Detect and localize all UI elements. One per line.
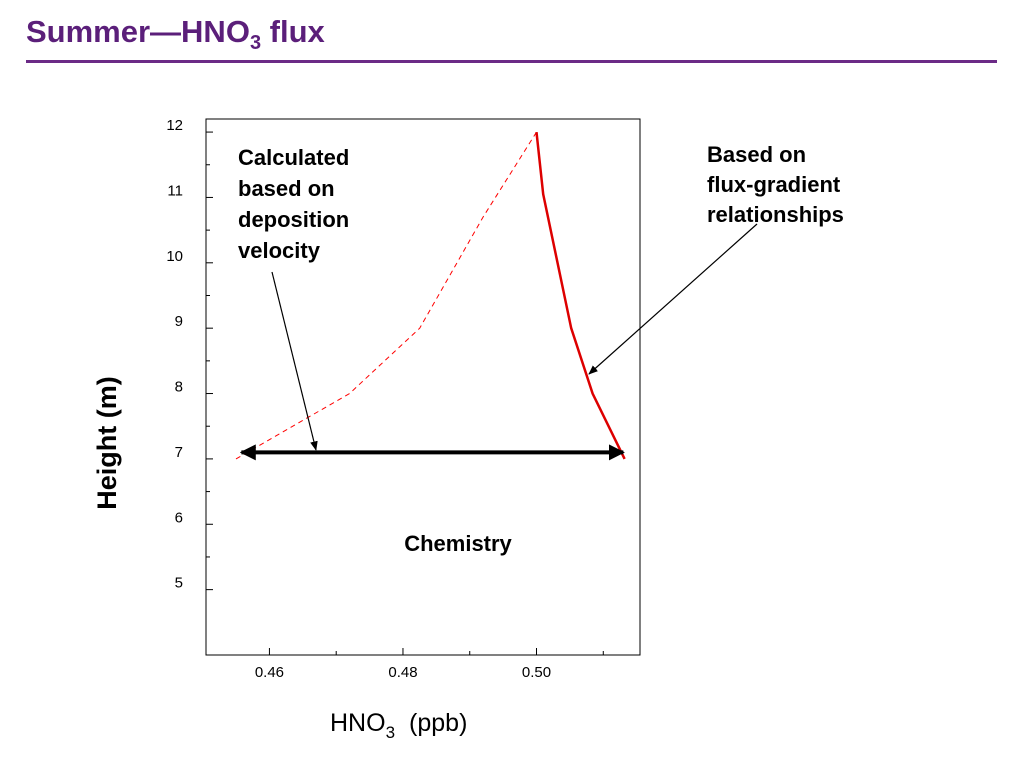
annotation-calculated-line-2: based on	[238, 176, 335, 201]
y-tick-label: 11	[167, 182, 183, 199]
x-axis-label-subscript: 3	[386, 723, 395, 742]
annotation-calculated-line-4: velocity	[238, 238, 321, 263]
annotation-flux-line-2: flux-gradient	[707, 172, 841, 197]
annotation-flux-line-1: Based on	[707, 142, 806, 167]
y-tick-label: 6	[175, 509, 183, 526]
y-tick-label: 5	[175, 575, 183, 592]
annotation-chemistry: Chemistry	[404, 531, 512, 556]
slide-title-tail: flux	[261, 14, 325, 49]
plot-frame	[205, 118, 641, 656]
annotation-flux-arrow	[588, 223, 758, 375]
x-axis-label-main: HNO	[330, 709, 386, 737]
annotation-flux-line-3: relationships	[707, 202, 844, 227]
x-tick-label: 0.46	[255, 664, 284, 681]
y-axis-ticks: 5 6 7 8 9 10 11 12	[166, 117, 213, 592]
y-tick-label: 12	[166, 117, 183, 134]
annotation-calculated-line-1: Calculated	[238, 145, 349, 170]
x-axis-label: HNO3 (ppb)	[330, 709, 467, 742]
y-tick-label: 10	[166, 248, 183, 265]
slide-title: Summer—HNO3 flux	[26, 14, 325, 55]
y-tick-label: 8	[175, 379, 183, 396]
x-axis-ticks: 0.46 0.48 0.50	[255, 648, 604, 681]
series-flux-gradient-line	[535, 131, 626, 460]
annotation-calculated-arrow	[271, 271, 318, 451]
y-tick-label: 9	[175, 313, 183, 330]
annotation-calculated-line-3: deposition	[238, 207, 349, 232]
y-axis-label: Height (m)	[92, 376, 122, 509]
slide-title-main: Summer—HNO	[26, 14, 250, 49]
y-tick-label: 7	[175, 444, 183, 461]
series-layer	[235, 131, 626, 460]
series-deposition-velocity-line	[235, 131, 537, 460]
title-divider	[26, 60, 997, 63]
x-tick-label: 0.48	[388, 664, 417, 681]
annotation-flux-gradient: Based on flux-gradient relationships	[707, 142, 846, 227]
slide-title-subscript: 3	[249, 32, 262, 54]
x-axis-label-unit: (ppb)	[409, 709, 467, 737]
x-tick-label: 0.50	[522, 664, 551, 681]
annotation-calculated: Calculated based on deposition velocity	[238, 145, 355, 263]
